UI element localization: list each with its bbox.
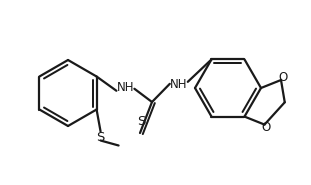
Text: O: O [278, 70, 288, 83]
Text: S: S [96, 131, 105, 144]
Text: O: O [262, 121, 271, 134]
Text: S: S [137, 115, 145, 128]
Text: NH: NH [117, 81, 134, 94]
Text: NH: NH [170, 78, 188, 91]
